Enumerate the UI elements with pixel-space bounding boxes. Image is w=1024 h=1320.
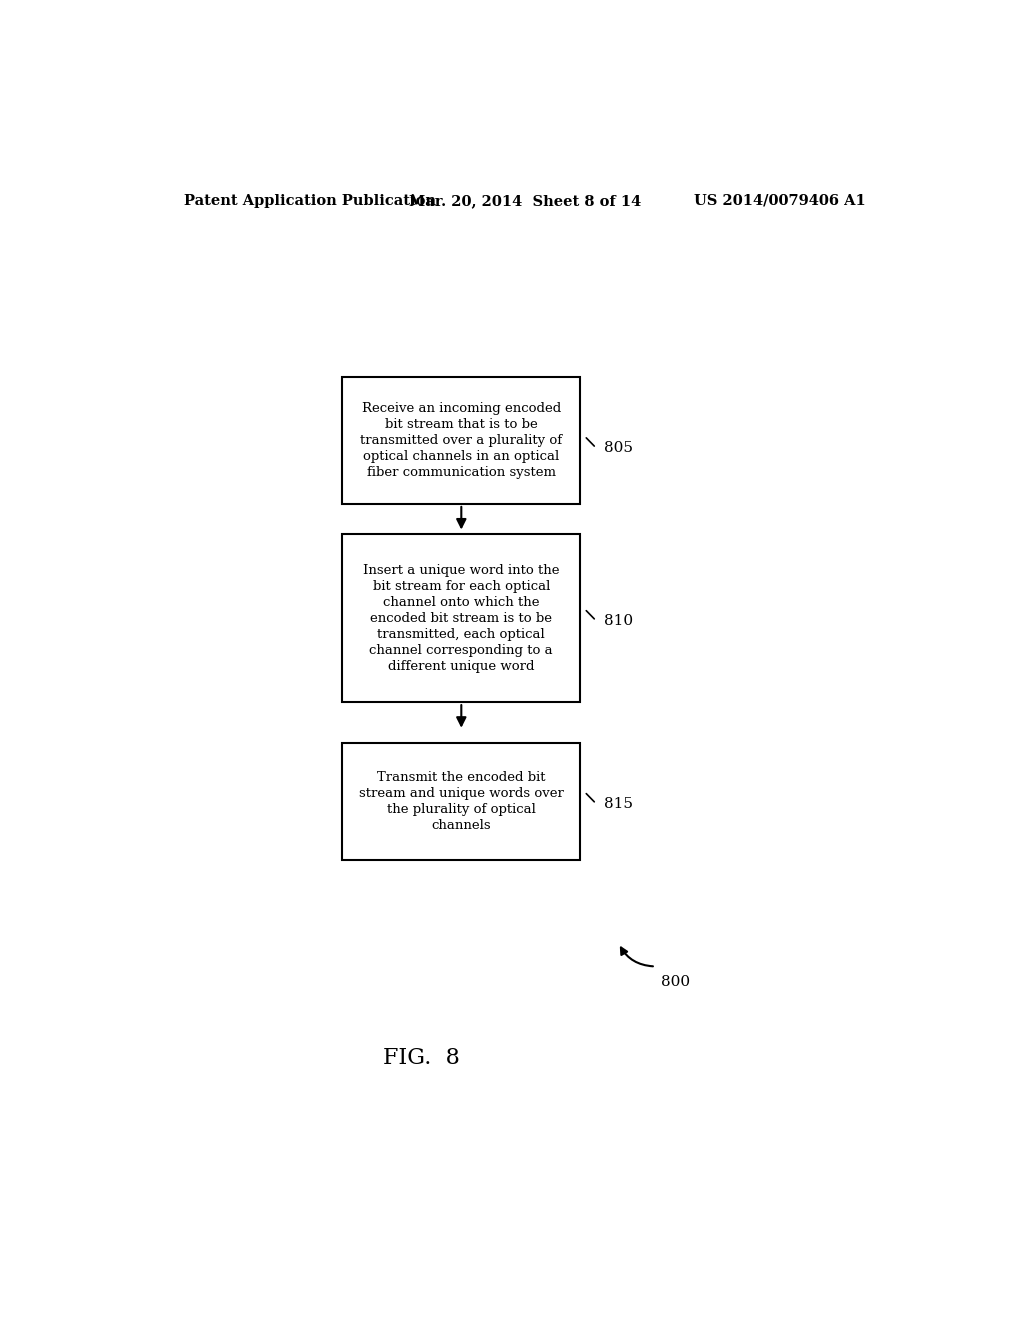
Text: Receive an incoming encoded
bit stream that is to be
transmitted over a pluralit: Receive an incoming encoded bit stream t…	[360, 403, 562, 479]
Text: Transmit the encoded bit
stream and unique words over
the plurality of optical
c: Transmit the encoded bit stream and uniq…	[358, 771, 564, 832]
Text: 810: 810	[604, 614, 633, 628]
Text: Patent Application Publication: Patent Application Publication	[183, 194, 435, 209]
FancyBboxPatch shape	[342, 378, 581, 504]
Text: Mar. 20, 2014  Sheet 8 of 14: Mar. 20, 2014 Sheet 8 of 14	[409, 194, 641, 209]
FancyBboxPatch shape	[342, 535, 581, 702]
Text: 800: 800	[662, 974, 690, 989]
Text: US 2014/0079406 A1: US 2014/0079406 A1	[694, 194, 866, 209]
Text: 815: 815	[604, 797, 633, 810]
FancyBboxPatch shape	[342, 743, 581, 859]
Text: Insert a unique word into the
bit stream for each optical
channel onto which the: Insert a unique word into the bit stream…	[364, 564, 559, 673]
Text: 805: 805	[604, 441, 633, 455]
Text: FIG.  8: FIG. 8	[383, 1047, 460, 1069]
